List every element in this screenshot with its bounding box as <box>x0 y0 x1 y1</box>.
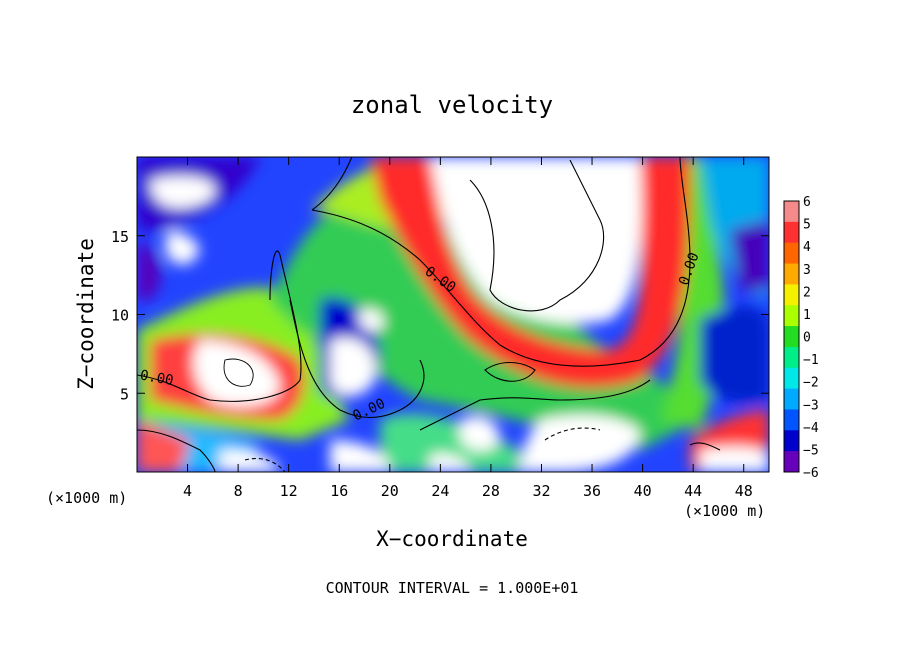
x-tick-label: 16 <box>330 482 348 500</box>
colorbar: 6 5 4 3 2 1 0 −1 −2 −3 −4 −5 −6 <box>783 195 819 481</box>
x-tick-label: 24 <box>431 482 449 500</box>
colorbar-swatch <box>784 326 799 348</box>
colorbar-swatch <box>784 430 799 452</box>
contour-label: 0.00 <box>139 367 175 389</box>
x-tick-label: 8 <box>234 482 243 500</box>
x-tick-label: 40 <box>634 482 652 500</box>
y-tick-label: 15 <box>111 228 129 246</box>
colorbar-tick-label: 5 <box>803 218 811 233</box>
velocity-field <box>137 157 769 472</box>
colorbar-tick-label: 6 <box>803 195 811 210</box>
colorbar-tick-label: −3 <box>803 398 819 413</box>
colorbar-swatch <box>784 263 799 285</box>
x-axis-label: X−coordinate <box>376 527 528 551</box>
x-tick-label: 32 <box>532 482 550 500</box>
y-axis-label: Z−coordinate <box>74 238 98 390</box>
colorbar-swatch <box>784 242 799 265</box>
colorbar-tick-label: −4 <box>803 421 819 436</box>
colorbar-frame <box>783 200 800 473</box>
colorbar-swatch <box>784 284 799 306</box>
x-tick-label: 20 <box>381 482 399 500</box>
colorbar-swatch <box>784 388 799 410</box>
x-tick-label: 44 <box>684 482 702 500</box>
contour-interval-note: CONTOUR INTERVAL = 1.000E+01 <box>326 579 579 597</box>
y-tick-label: 5 <box>120 385 129 403</box>
colorbar-tick-label: 4 <box>803 240 811 255</box>
x-tick-label: 28 <box>482 482 500 500</box>
colorbar-tick-label: −2 <box>803 376 819 391</box>
x-tick-label: 4 <box>183 482 192 500</box>
colorbar-tick-label: 3 <box>803 263 811 278</box>
y-tick-label: 10 <box>111 307 129 325</box>
colorbar-swatch <box>784 221 799 244</box>
x-tick-label: 48 <box>735 482 753 500</box>
x-unit-right: (×1000 m) <box>684 502 765 520</box>
colorbar-swatch <box>784 367 799 390</box>
colorbar-swatch <box>784 409 799 431</box>
x-tick-label: 12 <box>280 482 298 500</box>
colorbar-tick-label: −1 <box>803 353 819 368</box>
colorbar-tick-label: 1 <box>803 308 811 323</box>
colorbar-tick-label: 0 <box>803 331 811 346</box>
colorbar-tick-label: −6 <box>803 466 819 481</box>
x-unit-left: (×1000 m) <box>46 489 127 507</box>
colorbar-tick-label: 2 <box>803 285 811 300</box>
chart-title: zonal velocity <box>351 91 553 119</box>
x-tick-label: 36 <box>583 482 601 500</box>
colorbar-swatch <box>784 346 799 369</box>
colorbar-tick-label: −5 <box>803 443 819 458</box>
colorbar-swatch <box>784 201 799 223</box>
colorbar-swatch <box>784 305 799 327</box>
colorbar-swatch <box>784 451 799 473</box>
